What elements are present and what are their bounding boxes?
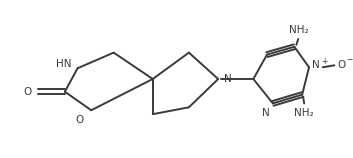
Text: NH₂: NH₂ <box>289 25 309 35</box>
Text: N: N <box>262 108 270 118</box>
Text: +: + <box>321 57 327 66</box>
Text: O: O <box>337 60 346 70</box>
Text: NH₂: NH₂ <box>294 108 314 118</box>
Text: O: O <box>75 115 83 125</box>
Text: N: N <box>224 74 232 84</box>
Text: O: O <box>23 87 32 97</box>
Text: −: − <box>346 55 353 64</box>
Text: N: N <box>312 60 320 70</box>
Text: HN: HN <box>56 59 72 69</box>
